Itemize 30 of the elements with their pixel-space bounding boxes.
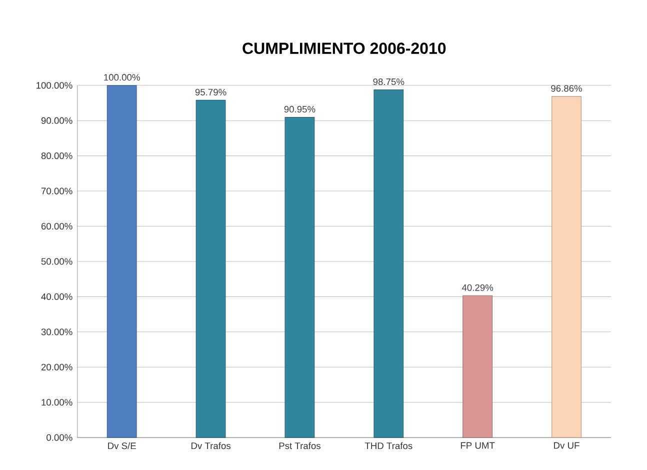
bar — [552, 96, 582, 438]
x-tick-label: Dv Trafos — [191, 442, 230, 450]
data-label: 95.79% — [195, 89, 226, 96]
y-tick-label: 20.00% — [41, 364, 72, 371]
y-tick-label: 10.00% — [42, 399, 72, 406]
data-label: 100.00% — [104, 74, 140, 81]
data-label: 98.75% — [373, 78, 404, 86]
y-tick-label: 100.00% — [36, 82, 72, 89]
y-tick-label: 0.00% — [46, 434, 72, 442]
bar — [196, 100, 226, 438]
data-label: 40.29% — [462, 284, 494, 292]
bar — [374, 90, 404, 438]
x-tick-label: THD Trafos — [364, 442, 412, 450]
x-tick-label: Dv UF — [554, 442, 580, 449]
data-label: 90.95% — [284, 106, 316, 113]
y-tick-label: 60.00% — [41, 223, 72, 230]
chart-title: CUMPLIMIENTO 2006-2010 — [242, 42, 446, 54]
y-tick-label: 30.00% — [41, 328, 72, 336]
x-tick-label: Dv S/E — [108, 442, 136, 450]
y-tick-label: 70.00% — [41, 188, 72, 195]
bar — [462, 296, 493, 438]
bar — [106, 85, 137, 438]
data-label: 96.86% — [551, 85, 582, 92]
y-tick-label: 50.00% — [41, 258, 72, 265]
bar — [284, 117, 315, 438]
y-tick-label: 90.00% — [41, 118, 72, 124]
y-tick-label: 80.00% — [41, 152, 72, 160]
y-tick-label: 40.00% — [41, 294, 72, 300]
x-tick-label: FP UMT — [460, 442, 495, 449]
x-tick-label: Pst Trafos — [279, 442, 320, 450]
